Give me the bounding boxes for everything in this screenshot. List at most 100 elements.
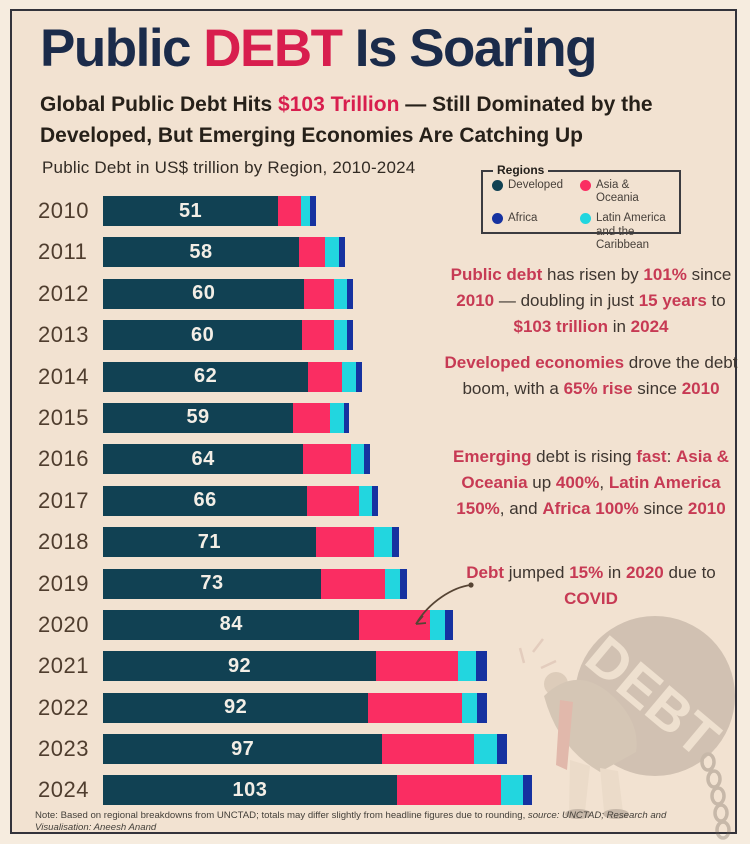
chart-row-2022: 2022 92 — [38, 692, 598, 723]
text-segment: 2024 — [630, 317, 669, 336]
bar-segment-asia-oceania — [298, 237, 326, 268]
text-segment: — doubling in just — [494, 291, 639, 310]
year-label: 2020 — [38, 611, 89, 637]
stacked-bar-chart: 2010 51 2011 58 2012 60 2013 60 2014 62 2015 59 2016… — [38, 196, 598, 817]
text-segment: Global Public Debt Hits — [40, 93, 279, 116]
text-segment: Debt — [466, 563, 505, 582]
chart-row-2023: 2023 97 — [38, 734, 598, 765]
bar-segment-asia-oceania — [307, 485, 360, 516]
bar-segment-latin-america-and-the-caribbean — [384, 568, 401, 599]
legend-item-africa: Africa — [492, 212, 580, 252]
bar-segment-latin-america-and-the-caribbean — [334, 278, 348, 309]
text-segment: Developed economies — [444, 353, 625, 372]
text-segment: 2010 — [456, 291, 495, 310]
text-segment: DEBT — [203, 19, 343, 78]
bar-segment-developed: 62 — [103, 361, 309, 392]
africa-dot-icon — [492, 213, 503, 225]
text-segment: Asia & Oceania — [461, 447, 729, 492]
bar-segment-asia-oceania — [302, 320, 334, 351]
bar-segment-developed: 60 — [103, 278, 305, 309]
total-debt-label: 92 — [227, 654, 252, 677]
year-label: 2014 — [38, 363, 89, 389]
text-segment: Africa — [542, 499, 591, 518]
chart-row-2019: 2019 73 — [38, 568, 598, 599]
year-label: 2010 — [38, 198, 89, 223]
bar-segment-latin-america-and-the-caribbean — [501, 775, 523, 806]
stacked-bar: 97 — [103, 734, 508, 765]
bar-segment-latin-america-and-the-caribbean — [461, 692, 478, 723]
legend-grid: Developed Asia & Oceania Africa Latin Am… — [492, 179, 671, 252]
stacked-bar: 59 — [103, 402, 349, 433]
year-label: 2021 — [38, 653, 89, 679]
text-segment: since — [686, 265, 732, 284]
bar-segment-developed: 71 — [103, 527, 316, 558]
chart-row-2012: 2012 60 — [38, 278, 598, 309]
bar-segment-latin-america-and-the-caribbean — [359, 485, 373, 516]
bar-segment-developed: 97 — [103, 734, 383, 765]
legend-box: Regions Developed Asia & Oceania Africa … — [481, 163, 681, 251]
bar-segment-africa — [477, 692, 487, 723]
bar-segment-developed: 64 — [103, 444, 304, 475]
bar-segment-latin-america-and-the-caribbean — [301, 196, 311, 226]
text-segment: : — [666, 447, 677, 466]
year-label: 2022 — [38, 694, 89, 720]
chart-row-2020: 2020 84 — [38, 609, 598, 640]
stacked-bar: 58 — [103, 237, 345, 268]
bar-segment-asia-oceania — [376, 651, 458, 682]
bar-segment-latin-america-and-the-caribbean — [333, 320, 348, 351]
bar-segment-developed: 92 — [103, 651, 377, 682]
year-label: 2024 — [38, 777, 89, 803]
total-debt-label: 97 — [231, 737, 255, 760]
covid-callout-arrow-icon — [415, 582, 474, 625]
bar-segment-africa — [347, 278, 354, 309]
bar-segment-africa — [497, 734, 508, 765]
total-debt-label: 73 — [200, 572, 224, 595]
chart-row-2024: 2024 103 — [38, 775, 598, 806]
bar-segment-latin-america-and-the-caribbean — [374, 527, 392, 558]
stacked-bar: 92 — [103, 692, 487, 723]
legend-label: Africa — [508, 212, 538, 225]
chart-row-2013: 2013 60 — [38, 320, 598, 351]
bar-segment-developed: 51 — [103, 196, 279, 226]
bar-segment-developed: 92 — [103, 692, 369, 723]
text-segment: since — [632, 379, 682, 398]
text-segment: in — [603, 563, 626, 582]
text-segment: due to — [663, 563, 716, 582]
bar-segment-africa — [364, 444, 370, 475]
stacked-bar: 73 — [103, 568, 408, 599]
bar-segment-asia-oceania — [382, 734, 475, 765]
bar-segment-developed: 59 — [103, 402, 294, 433]
bar-segment-developed: 103 — [103, 775, 397, 806]
year-label: 2015 — [38, 404, 89, 430]
text-segment: to — [706, 291, 726, 310]
text-segment: 2010 — [681, 379, 720, 398]
bar-segment-latin-america-and-the-caribbean — [457, 651, 477, 682]
bar-segment-latin-america-and-the-caribbean — [325, 237, 339, 268]
total-debt-label: 92 — [223, 696, 248, 719]
bar-segment-africa — [355, 361, 362, 392]
legend-item-developed: Developed — [492, 179, 580, 205]
text-segment: Is Soaring — [341, 19, 598, 78]
bar-segment-africa — [391, 527, 400, 558]
total-debt-label: 62 — [193, 365, 218, 388]
text-segment: 15 years — [638, 291, 707, 310]
bar-segment-asia-oceania — [359, 609, 431, 640]
asia-oceania-dot-icon — [580, 180, 591, 191]
text-segment: Note: Based on regional breakdowns from … — [35, 810, 528, 821]
total-debt-label: 84 — [219, 613, 243, 636]
text-segment: , and — [499, 499, 543, 518]
chart-row-2010: 2010 51 — [38, 196, 598, 226]
bar-segment-latin-america-and-the-caribbean — [474, 734, 498, 765]
text-segment: 65% rise — [563, 379, 633, 398]
year-label: 2017 — [38, 487, 89, 513]
bar-segment-asia-oceania — [303, 444, 351, 475]
bar-segment-asia-oceania — [304, 278, 335, 309]
bar-segment-developed: 73 — [103, 568, 322, 599]
text-segment: 15% — [569, 563, 604, 582]
chart-row-2018: 2018 71 — [38, 527, 598, 558]
year-label: 2023 — [38, 736, 89, 762]
total-debt-label: 51 — [178, 199, 203, 222]
bar-segment-africa — [310, 196, 316, 226]
total-debt-label: 71 — [197, 530, 221, 553]
year-label: 2018 — [38, 529, 89, 555]
